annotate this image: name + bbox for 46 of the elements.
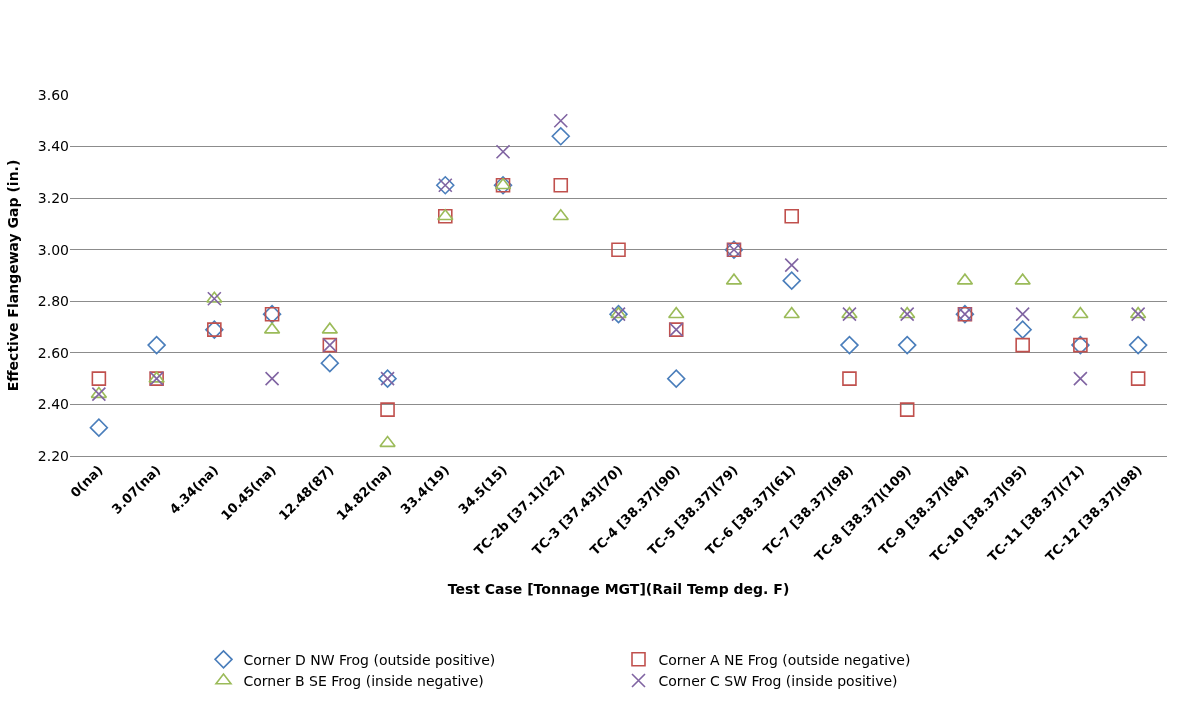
point	[842, 371, 857, 386]
point	[147, 335, 166, 355]
y-tick-label: 2.40	[37, 396, 69, 413]
point	[380, 402, 395, 417]
point	[1014, 273, 1031, 285]
point	[1015, 337, 1030, 353]
y-tick-label: 2.80	[37, 293, 69, 310]
point	[552, 208, 570, 221]
point	[264, 371, 280, 386]
y-tick-label: 2.20	[37, 447, 69, 464]
legend-label: Corner B SE Frog (inside negative)	[243, 672, 484, 689]
point	[840, 335, 859, 355]
point	[1013, 320, 1032, 339]
y-tick-label: 3.00	[37, 241, 69, 258]
point	[899, 402, 915, 417]
point	[91, 371, 107, 386]
y-tick-label: 3.20	[37, 190, 69, 207]
point	[207, 291, 222, 307]
point	[89, 418, 109, 437]
point	[1072, 306, 1089, 319]
point	[553, 177, 569, 193]
y-tick-label: 3.60	[37, 86, 69, 103]
point	[666, 369, 686, 388]
point	[1130, 371, 1146, 386]
point	[320, 353, 340, 373]
legend-label: Corner A NE Frog (outside negative)	[658, 651, 911, 668]
point	[784, 208, 800, 224]
point	[667, 306, 685, 319]
point	[897, 335, 917, 355]
y-tick-label: 3.40	[37, 138, 69, 155]
point	[1073, 371, 1088, 386]
point	[1128, 335, 1148, 355]
y-tick-label: 2.60	[37, 344, 69, 361]
point	[784, 257, 800, 273]
point	[1015, 306, 1030, 322]
legend-label: Corner D NW Frog (outside positive)	[243, 651, 496, 668]
point	[783, 306, 801, 319]
point	[379, 435, 396, 448]
point	[551, 127, 571, 146]
legend-label: Corner C SW Frog (inside positive)	[658, 672, 898, 689]
point	[782, 271, 801, 290]
x-axis-title: Test Case [Tonnage MGT](Rail Temp deg. F)	[447, 580, 790, 597]
point	[495, 144, 511, 160]
point	[553, 113, 569, 129]
y-axis-title: Effective Flangeway Gap (in.)	[5, 159, 22, 392]
point	[611, 242, 626, 258]
